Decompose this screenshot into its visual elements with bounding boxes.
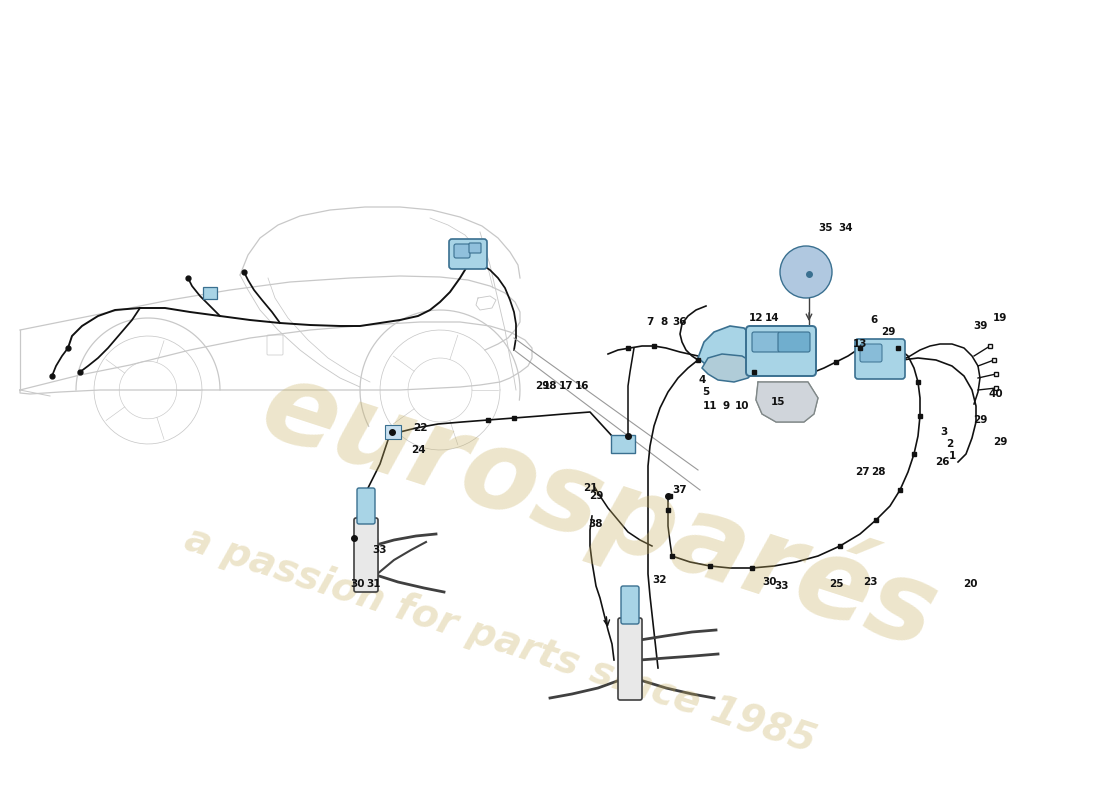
Text: 32: 32	[652, 575, 668, 585]
Text: 1: 1	[948, 451, 956, 461]
Text: 14: 14	[764, 313, 779, 323]
Text: 34: 34	[838, 223, 854, 233]
Text: 16: 16	[574, 381, 590, 391]
Text: 12: 12	[749, 313, 763, 323]
Circle shape	[780, 246, 832, 298]
FancyBboxPatch shape	[855, 339, 905, 379]
Text: 2: 2	[946, 439, 954, 449]
Text: 23: 23	[862, 577, 878, 587]
Text: 33: 33	[373, 545, 387, 555]
Text: 7: 7	[647, 317, 653, 327]
Text: 4: 4	[698, 375, 706, 385]
Text: 31: 31	[366, 579, 382, 589]
Text: 36: 36	[673, 317, 688, 327]
FancyBboxPatch shape	[204, 287, 217, 299]
Text: 30: 30	[762, 577, 778, 587]
Text: 29: 29	[881, 327, 895, 337]
Text: 17: 17	[559, 381, 573, 391]
Text: 3: 3	[940, 427, 947, 437]
Text: 37: 37	[673, 485, 688, 495]
Text: 8: 8	[660, 317, 668, 327]
Polygon shape	[698, 326, 754, 372]
Text: 13: 13	[852, 339, 867, 349]
FancyBboxPatch shape	[469, 243, 481, 253]
Text: 28: 28	[871, 467, 886, 477]
Text: 30: 30	[351, 579, 365, 589]
Text: 29: 29	[588, 491, 603, 501]
Polygon shape	[756, 382, 818, 422]
Text: 38: 38	[588, 519, 603, 529]
Text: 15: 15	[771, 397, 785, 407]
Polygon shape	[702, 354, 754, 382]
Text: 29: 29	[972, 415, 987, 425]
Text: 33: 33	[774, 581, 790, 591]
Text: 29: 29	[993, 437, 1008, 447]
Text: 6: 6	[870, 315, 878, 325]
Text: 39: 39	[972, 321, 987, 331]
Text: 20: 20	[962, 579, 977, 589]
FancyBboxPatch shape	[454, 244, 470, 258]
Text: eurosparés: eurosparés	[249, 349, 952, 671]
Text: 27: 27	[855, 467, 869, 477]
Text: 18: 18	[542, 381, 558, 391]
Text: 40: 40	[989, 389, 1003, 399]
Text: 11: 11	[703, 401, 717, 411]
FancyBboxPatch shape	[752, 332, 780, 352]
Text: a passion for parts since 1985: a passion for parts since 1985	[179, 520, 821, 760]
Text: 19: 19	[993, 313, 1008, 323]
Text: 10: 10	[735, 401, 749, 411]
FancyBboxPatch shape	[354, 518, 378, 592]
Text: 25: 25	[828, 579, 844, 589]
Text: 29: 29	[535, 381, 549, 391]
Text: 26: 26	[935, 457, 949, 467]
FancyBboxPatch shape	[746, 326, 816, 376]
Text: 21: 21	[583, 483, 597, 493]
FancyBboxPatch shape	[860, 344, 882, 362]
Text: 35: 35	[818, 223, 834, 233]
Text: 5: 5	[703, 387, 710, 397]
FancyBboxPatch shape	[449, 239, 487, 269]
FancyBboxPatch shape	[610, 435, 635, 453]
FancyBboxPatch shape	[618, 618, 642, 700]
Text: 9: 9	[723, 401, 729, 411]
Text: 22: 22	[412, 423, 427, 433]
FancyBboxPatch shape	[385, 425, 402, 439]
FancyBboxPatch shape	[358, 488, 375, 524]
FancyBboxPatch shape	[778, 332, 810, 352]
Text: 24: 24	[410, 445, 426, 455]
FancyBboxPatch shape	[621, 586, 639, 624]
